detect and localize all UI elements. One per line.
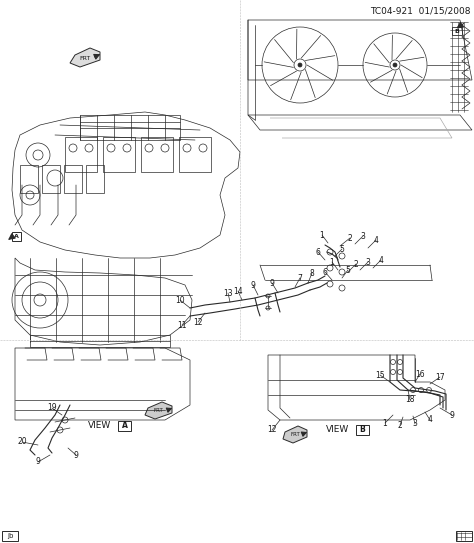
Text: 12: 12 [193, 318, 203, 326]
Text: 3: 3 [412, 420, 418, 428]
Bar [452, 27, 462, 35]
Bar [103, 137, 135, 172]
Bar [20, 165, 38, 193]
Bar [80, 115, 180, 140]
Text: 18: 18 [405, 395, 415, 405]
Text: TC04-921  01/15/2008: TC04-921 01/15/2008 [371, 6, 471, 15]
Text: 9: 9 [73, 451, 78, 459]
Bar [456, 531, 472, 541]
Bar [356, 425, 369, 435]
Text: FRT: FRT [153, 408, 163, 414]
Text: 3: 3 [365, 257, 371, 267]
Text: B: B [455, 28, 459, 34]
Text: 2: 2 [354, 260, 358, 268]
Bar [141, 137, 173, 172]
Polygon shape [70, 48, 100, 67]
Text: 4: 4 [374, 236, 378, 244]
Text: 4: 4 [379, 256, 383, 264]
Text: 7: 7 [298, 274, 302, 282]
Text: 19: 19 [47, 403, 57, 413]
Bar [42, 165, 60, 193]
Bar [179, 137, 211, 172]
Text: 14: 14 [233, 287, 243, 295]
Text: 15: 15 [375, 370, 385, 380]
Text: 6: 6 [323, 268, 328, 276]
Text: FRT: FRT [290, 433, 300, 438]
Text: 6: 6 [316, 248, 320, 256]
Text: A: A [121, 421, 128, 431]
Text: 10: 10 [175, 295, 185, 305]
Polygon shape [283, 426, 307, 443]
Text: 5: 5 [346, 266, 350, 275]
Text: 20: 20 [17, 438, 27, 446]
Text: 17: 17 [435, 372, 445, 382]
Text: 9: 9 [251, 281, 255, 289]
Text: 9: 9 [270, 279, 274, 287]
Text: 1: 1 [383, 419, 387, 427]
Polygon shape [145, 402, 172, 419]
Text: 13: 13 [223, 288, 233, 298]
Bar [2, 531, 18, 541]
Text: 4: 4 [428, 415, 432, 425]
Text: jb: jb [7, 533, 13, 539]
Text: 3: 3 [361, 231, 365, 241]
Bar [65, 137, 97, 172]
Circle shape [393, 63, 397, 67]
Circle shape [298, 63, 302, 67]
Text: FRT: FRT [79, 55, 91, 60]
Bar [30, 335, 170, 347]
Text: A: A [14, 234, 19, 239]
Bar [64, 165, 82, 193]
Bar [86, 165, 104, 193]
Text: 2: 2 [398, 420, 402, 430]
Text: 12: 12 [267, 426, 277, 434]
Text: 1: 1 [319, 230, 324, 239]
Text: 2: 2 [347, 233, 352, 243]
Bar [118, 421, 131, 431]
Text: 9: 9 [36, 458, 40, 466]
Text: 11: 11 [177, 320, 187, 330]
Text: 1: 1 [329, 257, 334, 267]
Text: 8: 8 [310, 268, 314, 277]
Text: VIEW: VIEW [88, 421, 111, 431]
Bar [12, 232, 21, 241]
Text: 5: 5 [339, 244, 345, 254]
Text: VIEW: VIEW [327, 426, 350, 434]
Text: 9: 9 [449, 411, 455, 420]
Text: B: B [360, 426, 365, 434]
Text: 16: 16 [415, 369, 425, 378]
